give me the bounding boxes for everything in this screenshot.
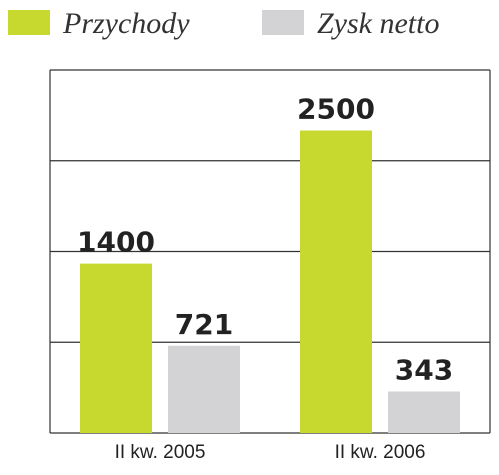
x-tick-label: II kw. 2006 — [335, 442, 426, 463]
x-tick-label: II kw. 2005 — [115, 442, 206, 463]
legend-label: Przychody — [62, 7, 190, 40]
bar — [300, 130, 372, 433]
value-label: 2500 — [297, 93, 375, 126]
legend-label: Zysk netto — [317, 7, 439, 40]
value-label: 721 — [175, 308, 233, 341]
value-label: 1400 — [77, 226, 155, 259]
bar — [168, 345, 240, 433]
legend-swatch — [8, 10, 50, 35]
legend-swatch — [262, 10, 304, 35]
bar — [388, 391, 460, 433]
bar — [80, 263, 152, 433]
value-label: 343 — [395, 353, 453, 386]
